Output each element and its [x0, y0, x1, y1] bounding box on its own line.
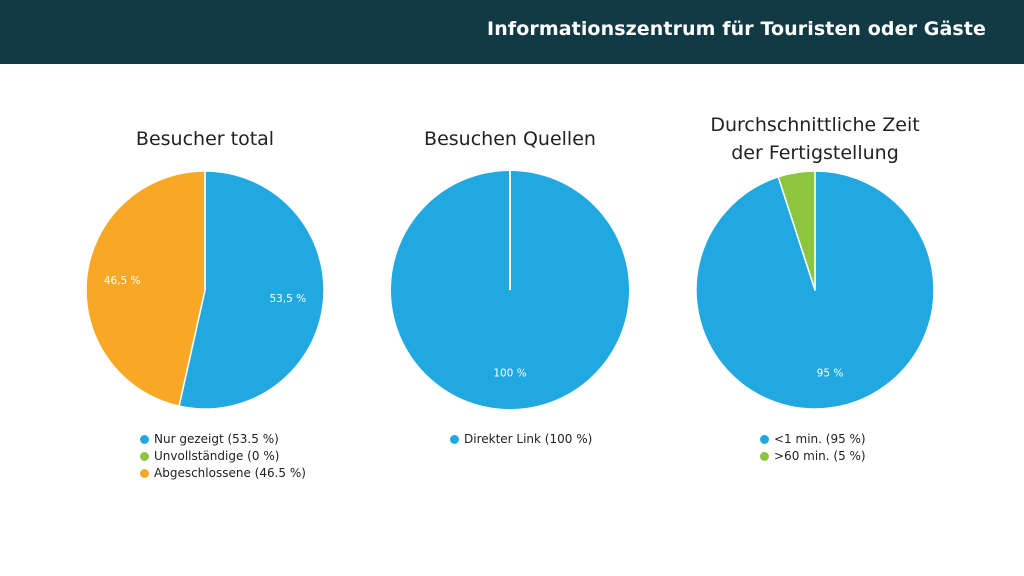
- legend-item-1-min: <1 min. (95 %): [760, 431, 1024, 448]
- legend-item-nur-gezeigt: Nur gezeigt (53.5 %): [140, 431, 440, 448]
- legend-item-direkter-link: Direkter Link (100 %): [450, 431, 750, 448]
- pie-slice-nur-gezeigt: [178, 170, 325, 410]
- legend-label: <1 min. (95 %): [774, 432, 866, 446]
- chart-title: Besucher total: [135, 128, 275, 150]
- legend-item-60-min: >60 min. (5 %): [760, 448, 1024, 465]
- chart-title: Besuchen Quellen: [424, 128, 596, 150]
- legend-swatch: [140, 452, 149, 461]
- pie-slice-abgeschlossene: [85, 170, 206, 407]
- data-label-nur-gezeigt: 53,5 %: [269, 293, 306, 305]
- legend-swatch: [140, 469, 149, 478]
- chart-besuchen-quellen: Besuchen Quellen 100 % Direkter Link (10…: [360, 0, 660, 576]
- pie-chart: 95 %: [695, 170, 935, 410]
- legend: Nur gezeigt (53.5 %) Unvollständige (0 %)…: [140, 431, 440, 482]
- legend-label: Abgeschlossene (46.5 %): [154, 466, 306, 480]
- legend-swatch: [760, 452, 769, 461]
- legend-label: >60 min. (5 %): [774, 449, 866, 463]
- chart-title-line-1: Durchschnittliche Zeit: [710, 114, 920, 136]
- page-title: Informationszentrum für Touristen oder G…: [487, 18, 986, 40]
- data-label-direkter-link: 100 %: [493, 367, 526, 379]
- pie-slice-60-min: [777, 170, 816, 291]
- data-label-1-min: 95 %: [817, 367, 844, 379]
- chart-durchschnittliche-zeit: Durchschnittliche Zeit der Fertigstellun…: [665, 0, 965, 576]
- legend-swatch: [760, 435, 769, 444]
- legend-item-abgeschlossene: Abgeschlossene (46.5 %): [140, 465, 440, 482]
- chart-title-line-2: der Fertigstellung: [731, 142, 899, 164]
- header-bar: Informationszentrum für Touristen oder G…: [0, 0, 1024, 64]
- pie-chart: 53,5 % 46,5 %: [85, 170, 325, 410]
- legend-swatch: [140, 435, 149, 444]
- chart-besucher-total: Besucher total 53,5 % 46,5 % Nur gezeigt …: [55, 0, 355, 576]
- legend-label: Unvollständige (0 %): [154, 449, 280, 463]
- legend: Direkter Link (100 %): [450, 431, 750, 448]
- legend-swatch: [450, 435, 459, 444]
- legend-item-unvollst-ndige: Unvollständige (0 %): [140, 448, 440, 465]
- legend-label: Nur gezeigt (53.5 %): [154, 432, 279, 446]
- chart-title: Durchschnittliche Zeit der Fertigstellun…: [665, 111, 965, 167]
- pie-chart: 100 %: [391, 171, 629, 409]
- data-label-abgeschlossene: 46,5 %: [104, 275, 141, 287]
- legend-label: Direkter Link (100 %): [464, 432, 593, 446]
- legend: <1 min. (95 %) >60 min. (5 %): [760, 431, 1024, 465]
